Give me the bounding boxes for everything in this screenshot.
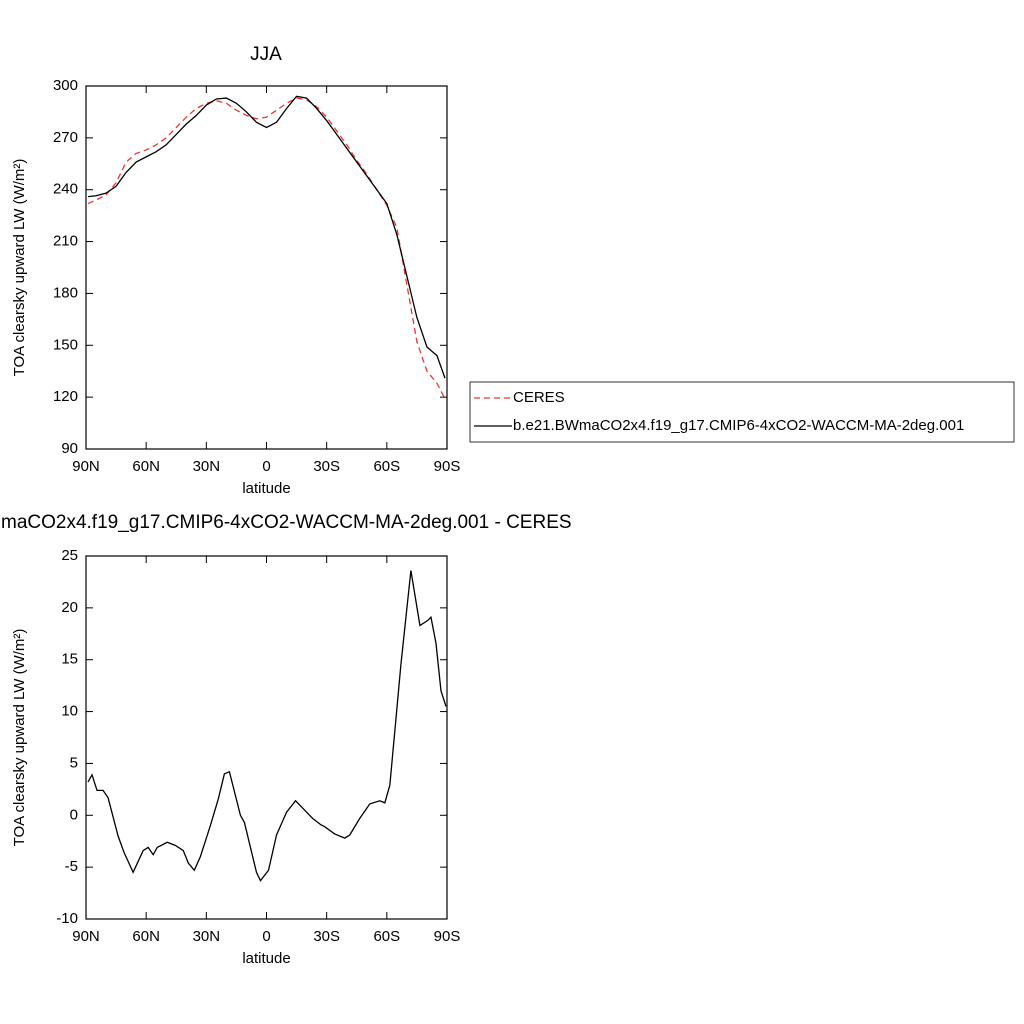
y-tick-label: 15 [61,651,78,668]
y-tick-label: 20 [61,599,78,616]
x-tick-label: 90S [434,928,461,945]
y-tick-label: 300 [53,77,78,94]
y-tick-label: 0 [70,806,78,823]
x-tick-label: 0 [262,928,270,945]
y-tick-label: 180 [53,284,78,301]
chart-title: JJA [250,44,282,65]
y-tick-label: 10 [61,703,78,720]
x-axis-label: latitude [242,950,290,967]
x-tick-label: 30S [313,928,340,945]
y-tick-label: 5 [70,754,78,771]
x-tick-label: 60N [132,928,160,945]
x-tick-label: 30S [313,458,340,475]
y-axis-label: TOA clearsky upward LW (W/m²) [11,629,28,847]
x-tick-label: 30N [193,928,221,945]
legend-label: b.e21.BWmaCO2x4.f19_g17.CMIP6-4xCO2-WACC… [513,417,964,434]
chart-title: maCO2x4.f19_g17.CMIP6-4xCO2-WACCM-MA-2de… [1,512,572,533]
y-tick-label: 270 [53,129,78,146]
line-series [87,570,447,882]
y-tick-label: 150 [53,336,78,353]
line-series [87,95,446,379]
x-tick-label: 90S [434,458,461,475]
legend-box [469,381,1015,443]
y-tick-label: 210 [53,233,78,250]
y-tick-label: -10 [56,910,78,927]
y-axis-label: TOA clearsky upward LW (W/m²) [11,159,28,377]
legend-label: CERES [513,389,565,406]
x-tick-label: 60N [132,458,160,475]
y-tick-label: 120 [53,388,78,405]
x-tick-label: 60S [373,458,400,475]
y-tick-label: 25 [61,547,78,564]
y-tick-label: 90 [61,440,78,457]
x-tick-label: 30N [193,458,221,475]
x-tick-label: 90N [72,928,100,945]
x-axis-label: latitude [242,480,290,497]
x-tick-label: 90N [72,458,100,475]
x-tick-label: 60S [373,928,400,945]
y-tick-label: -5 [65,858,78,875]
x-tick-label: 0 [262,458,270,475]
y-tick-label: 240 [53,181,78,198]
